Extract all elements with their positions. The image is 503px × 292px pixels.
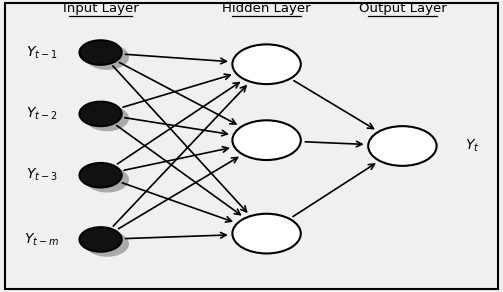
Circle shape: [368, 126, 437, 166]
Circle shape: [86, 232, 128, 256]
Text: $Y_{t-m}$: $Y_{t-m}$: [24, 231, 59, 248]
Text: Input Layer: Input Layer: [63, 1, 138, 15]
Circle shape: [79, 102, 122, 126]
FancyBboxPatch shape: [5, 3, 498, 289]
Circle shape: [232, 214, 301, 253]
Circle shape: [79, 227, 122, 252]
Text: Hidden Layer: Hidden Layer: [222, 1, 311, 15]
Circle shape: [79, 163, 122, 187]
Circle shape: [86, 45, 128, 69]
Text: Output Layer: Output Layer: [359, 1, 446, 15]
Text: $Y_{t-3}$: $Y_{t-3}$: [26, 167, 57, 183]
Text: $Y_{t-2}$: $Y_{t-2}$: [26, 106, 57, 122]
Text: $Y_t$: $Y_t$: [464, 138, 479, 154]
Text: $Y_{t-1}$: $Y_{t-1}$: [26, 44, 57, 61]
Circle shape: [232, 44, 301, 84]
Circle shape: [86, 167, 128, 192]
Circle shape: [86, 106, 128, 131]
Circle shape: [79, 40, 122, 65]
Circle shape: [232, 120, 301, 160]
